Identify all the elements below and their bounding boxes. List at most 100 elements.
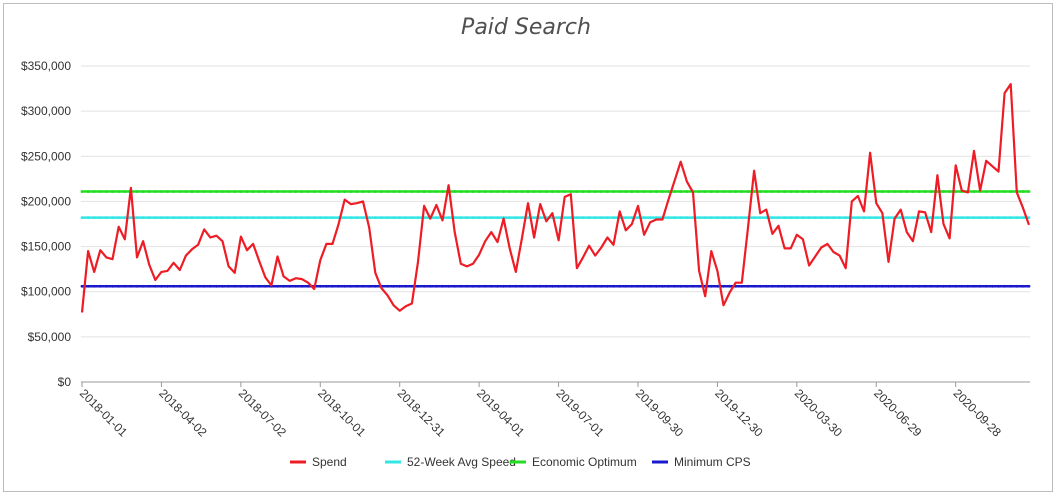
data-point bbox=[477, 190, 481, 193]
data-point bbox=[398, 284, 402, 288]
data-point bbox=[123, 190, 127, 193]
data-point bbox=[508, 284, 512, 288]
data-point bbox=[471, 190, 475, 193]
data-point bbox=[722, 190, 725, 193]
data-point bbox=[844, 190, 848, 193]
data-point bbox=[147, 190, 151, 193]
x-tick-label: 2018-04-02 bbox=[156, 386, 210, 440]
data-point bbox=[667, 190, 670, 193]
data-point bbox=[654, 190, 658, 193]
data-point bbox=[86, 216, 90, 220]
data-point bbox=[172, 284, 176, 288]
data-point bbox=[361, 190, 365, 193]
data-point bbox=[948, 190, 951, 193]
data-point bbox=[141, 190, 145, 193]
data-point bbox=[599, 284, 603, 288]
data-point bbox=[514, 190, 518, 193]
data-point bbox=[331, 190, 334, 193]
data-point bbox=[318, 216, 322, 220]
data-point bbox=[752, 190, 756, 193]
data-point bbox=[624, 216, 628, 220]
x-axis: 2018-01-01 2018-04-02 2018-07-02 2018-10-01… bbox=[77, 382, 1004, 440]
data-point bbox=[752, 284, 756, 288]
data-point bbox=[221, 216, 224, 220]
data-point bbox=[441, 190, 444, 193]
data-point bbox=[92, 190, 96, 193]
data-point bbox=[630, 216, 634, 220]
data-point bbox=[630, 190, 634, 193]
data-point bbox=[398, 190, 402, 193]
data-point bbox=[593, 190, 597, 193]
data-point bbox=[722, 284, 725, 288]
data-point bbox=[239, 216, 243, 220]
data-point bbox=[379, 190, 383, 193]
data-point bbox=[190, 284, 194, 288]
data-point bbox=[868, 216, 872, 220]
data-point bbox=[667, 284, 670, 288]
data-point bbox=[935, 284, 939, 288]
data-point bbox=[856, 284, 860, 288]
data-point bbox=[770, 216, 774, 220]
data-point bbox=[166, 216, 169, 220]
data-point bbox=[117, 284, 121, 288]
data-point bbox=[563, 190, 567, 193]
data-point bbox=[282, 190, 286, 193]
data-point bbox=[636, 190, 640, 193]
data-point bbox=[373, 216, 377, 220]
data-point bbox=[990, 216, 994, 220]
data-point bbox=[459, 216, 463, 220]
data-point bbox=[477, 284, 481, 288]
data-point bbox=[337, 284, 341, 288]
legend-item[interactable]: Minimum CPS bbox=[652, 455, 751, 469]
data-point bbox=[349, 284, 353, 288]
data-point bbox=[709, 284, 713, 288]
data-point bbox=[532, 284, 536, 288]
data-point bbox=[178, 284, 182, 288]
data-point bbox=[917, 190, 921, 193]
data-point bbox=[801, 284, 805, 288]
data-point bbox=[496, 190, 499, 193]
data-point bbox=[954, 284, 958, 288]
data-point bbox=[1015, 216, 1019, 220]
data-point bbox=[404, 216, 408, 220]
data-point bbox=[221, 190, 224, 193]
data-point bbox=[819, 216, 823, 220]
data-point bbox=[245, 284, 249, 288]
data-point bbox=[80, 284, 84, 288]
y-tick-label: $250,000 bbox=[21, 149, 71, 163]
data-point bbox=[160, 190, 163, 193]
data-point bbox=[648, 216, 652, 220]
data-point bbox=[887, 190, 890, 193]
data-point bbox=[251, 284, 255, 288]
data-point bbox=[233, 216, 237, 220]
x-tick-label: 2018-01-01 bbox=[77, 386, 131, 440]
data-point bbox=[997, 190, 1000, 193]
data-point bbox=[599, 216, 603, 220]
data-point bbox=[990, 284, 994, 288]
legend-item[interactable]: Spend bbox=[290, 455, 347, 469]
data-point bbox=[911, 190, 915, 193]
data-point bbox=[215, 190, 218, 193]
data-point bbox=[691, 284, 695, 288]
data-point bbox=[312, 190, 316, 193]
data-point bbox=[667, 216, 670, 220]
data-point bbox=[373, 190, 377, 193]
data-point bbox=[135, 216, 139, 220]
data-point bbox=[141, 284, 145, 288]
data-point bbox=[422, 284, 426, 288]
data-point bbox=[276, 190, 279, 193]
data-point bbox=[642, 284, 646, 288]
data-point bbox=[581, 190, 585, 193]
data-point bbox=[661, 190, 664, 193]
data-point bbox=[227, 216, 231, 220]
legend-item[interactable]: 52-Week Avg Speed bbox=[385, 455, 516, 469]
data-point bbox=[563, 216, 567, 220]
data-point bbox=[960, 216, 964, 220]
data-point bbox=[929, 284, 933, 288]
data-point bbox=[807, 216, 811, 220]
data-point bbox=[868, 284, 872, 288]
legend-item[interactable]: Economic Optimum bbox=[510, 455, 637, 469]
data-point bbox=[202, 216, 206, 220]
data-point bbox=[874, 284, 878, 288]
